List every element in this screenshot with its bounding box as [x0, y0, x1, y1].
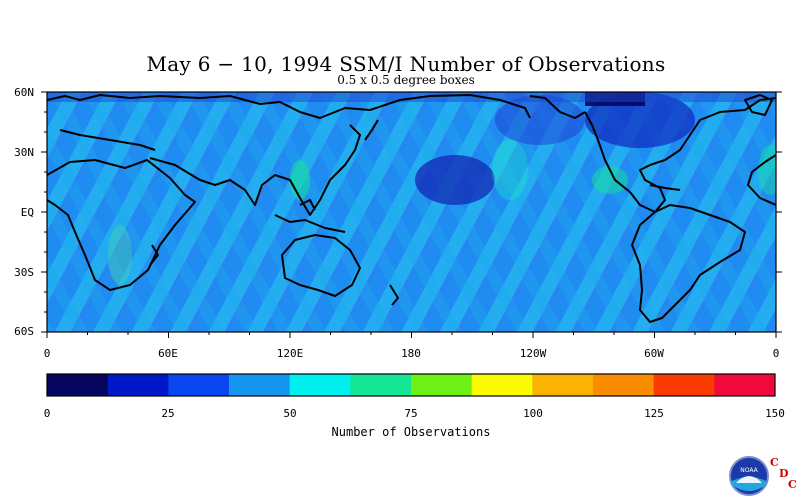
- colorbar-tick-100: 100: [523, 407, 543, 420]
- colorbar-swatch: [289, 374, 351, 396]
- colorbar-tick-150: 150: [765, 407, 785, 420]
- lon-label-180: 180: [401, 347, 421, 360]
- colorbar-swatch: [714, 374, 776, 396]
- colorbar-swatch: [350, 374, 412, 396]
- colorbar-swatch: [532, 374, 594, 396]
- lon-ticks: [46, 332, 777, 338]
- noaa-logo: NOAA: [729, 456, 769, 496]
- colorbar-tick-25: 25: [161, 407, 175, 420]
- lon-label-60e: 60E: [158, 347, 178, 360]
- colorbar-swatch: [229, 374, 291, 396]
- observation-field: [47, 92, 776, 332]
- lon-label-60w: 60W: [644, 347, 664, 360]
- cdc-letter-c2: C: [788, 478, 797, 491]
- lat-label-eq: EQ: [20, 206, 34, 219]
- colorbar: [47, 374, 776, 396]
- colorbar-swatch: [107, 374, 169, 396]
- lat-ticks: [41, 91, 782, 333]
- colorbar-swatch: [411, 374, 473, 396]
- colorbar-swatch: [47, 374, 109, 396]
- lat-label-30n: 30N: [14, 146, 34, 159]
- map-title: May 6 − 10, 1994 SSM/I Number of Observa…: [146, 52, 666, 76]
- map-subtitle: 0.5 x 0.5 degree boxes: [337, 73, 475, 87]
- lat-label-60s: 60S: [14, 325, 34, 338]
- colorbar-tick-0: 0: [43, 407, 51, 420]
- svg-text:NOAA: NOAA: [740, 467, 758, 474]
- lon-label-120w: 120W: [519, 347, 547, 360]
- lon-label-0-east: 0: [772, 347, 780, 360]
- lon-label-120e: 120E: [276, 347, 304, 360]
- cdc-letter-d: D: [779, 467, 789, 480]
- lat-label-30s: 30S: [14, 266, 34, 279]
- lat-label-60n: 60N: [14, 86, 34, 99]
- colorbar-swatch: [168, 374, 230, 396]
- colorbar-title: Number of Observations: [331, 425, 491, 439]
- colorbar-swatch: [471, 374, 533, 396]
- colorbar-tick-125: 125: [644, 407, 664, 420]
- colorbar-swatch: [653, 374, 715, 396]
- colorbar-tick-50: 50: [283, 407, 297, 420]
- colorbar-swatch: [593, 374, 655, 396]
- colorbar-tick-75: 75: [404, 407, 418, 420]
- lon-label-0: 0: [43, 347, 51, 360]
- cdc-letter-c1: C: [770, 456, 779, 469]
- coastlines: [47, 94, 776, 323]
- colorbar-frame: [46, 373, 776, 397]
